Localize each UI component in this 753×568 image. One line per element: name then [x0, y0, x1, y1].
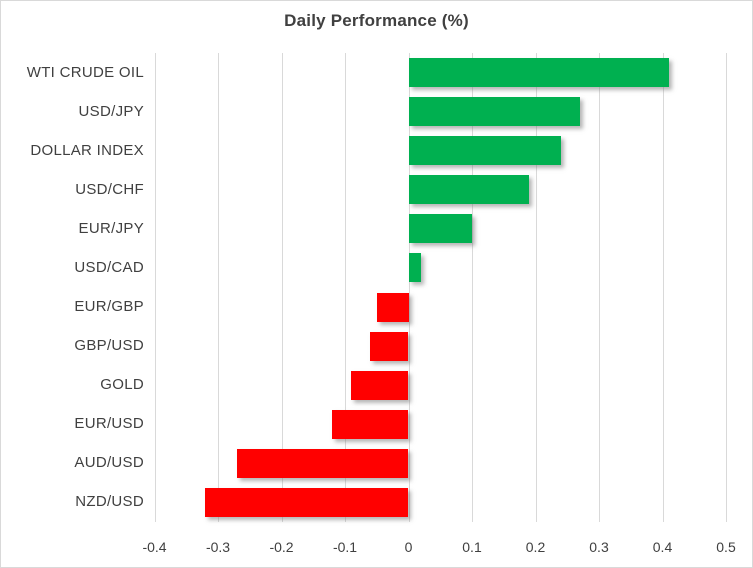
x-tick-label: -0.3: [205, 539, 231, 555]
gridline: [408, 53, 410, 522]
x-tick-label: 0: [404, 539, 413, 555]
category-label: EUR/GBP: [74, 298, 144, 316]
gridline: [535, 53, 537, 522]
category-label: USD/CAD: [74, 258, 144, 276]
bar: [408, 136, 561, 166]
category-label: EUR/USD: [74, 415, 144, 433]
category-label: AUD/USD: [74, 454, 144, 472]
gridline: [218, 53, 219, 522]
category-label: GOLD: [100, 376, 144, 394]
x-tick-label: -0.2: [269, 539, 294, 555]
x-tick-label: 0.5: [716, 539, 736, 555]
category-label: USD/JPY: [78, 102, 144, 120]
category-label: GBP/USD: [74, 337, 144, 355]
category-label: WTI CRUDE OIL: [26, 63, 144, 81]
chart-title: Daily Performance (%): [284, 11, 469, 30]
bar: [237, 448, 409, 478]
x-tick-label: 0.1: [462, 539, 482, 555]
gridline: [599, 53, 600, 522]
category-label: DOLLAR INDEX: [30, 141, 144, 159]
category-label: EUR/JPY: [78, 219, 144, 237]
gridline: [154, 53, 156, 522]
bar: [370, 331, 409, 361]
bar: [205, 487, 409, 517]
bar: [408, 58, 669, 88]
bar: [332, 409, 409, 439]
bar: [408, 214, 472, 244]
x-tick-label: 0.3: [589, 539, 609, 555]
x-tick-label: 0.4: [652, 539, 673, 555]
bar: [408, 97, 580, 127]
gridline: [472, 53, 473, 522]
gridline: [345, 53, 346, 522]
gridline: [662, 53, 664, 522]
category-label: NZD/USD: [75, 493, 144, 511]
x-tick-label: 0.2: [525, 539, 546, 555]
bar: [408, 253, 422, 283]
x-tick-label: -0.1: [332, 539, 358, 555]
x-tick-label: -0.4: [142, 539, 167, 555]
bar: [408, 175, 530, 205]
category-label: USD/CHF: [75, 180, 144, 198]
bar: [351, 370, 409, 400]
bar: [376, 292, 409, 322]
gridline: [726, 53, 727, 522]
gridline: [281, 53, 283, 522]
